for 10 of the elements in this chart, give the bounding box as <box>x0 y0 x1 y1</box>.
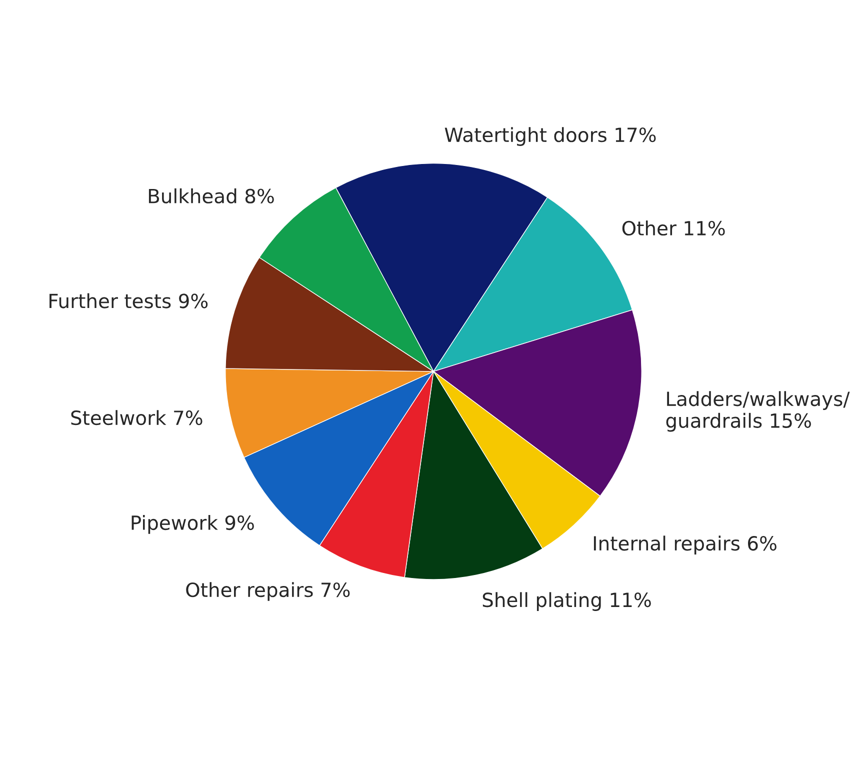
slice-label: Steelwork 7% <box>71 410 202 426</box>
slice-label: Bulkhead 8% <box>148 188 274 204</box>
slice-label: Watertight doors 17% <box>444 127 656 146</box>
slice-label: Other repairs 7% <box>186 582 350 601</box>
slice-label: Internal repairs 6% <box>594 536 776 554</box>
slice-label: Other 11% <box>622 220 725 236</box>
slice-label: Further tests 9% <box>50 293 208 308</box>
slice-label: Pipework 9% <box>132 515 254 534</box>
slice-label: Shell plating 11% <box>482 592 651 611</box>
slice-label: Ladders/walkways/ guardrails 15% <box>666 391 850 432</box>
